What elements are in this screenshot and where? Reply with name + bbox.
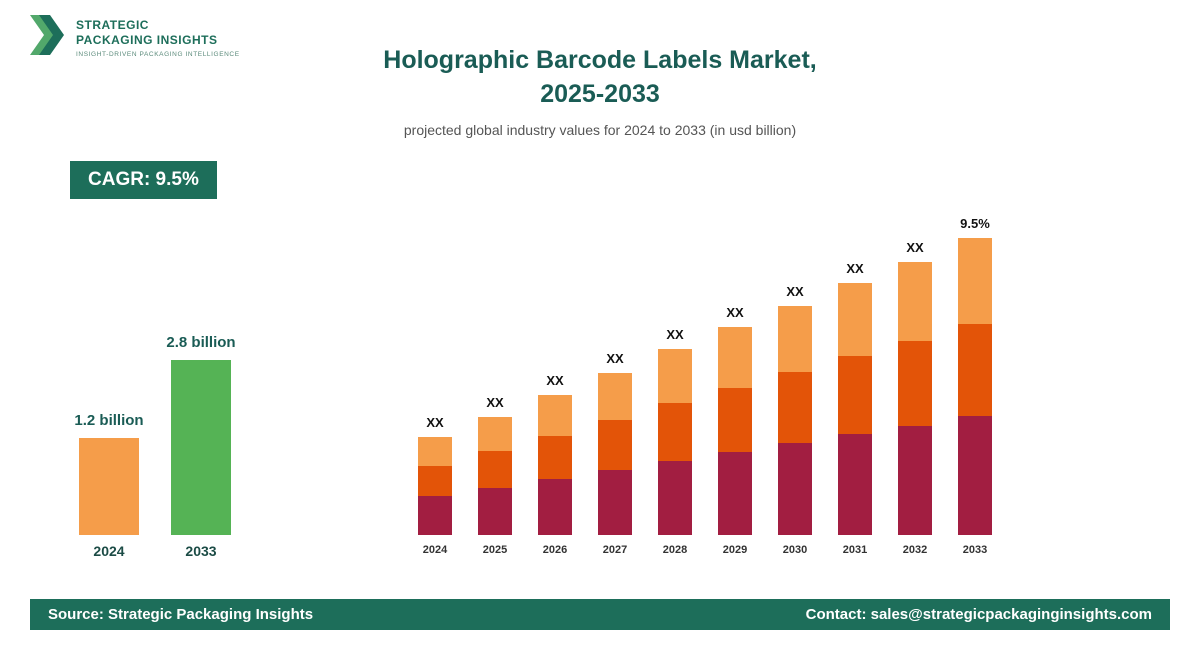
segment-bottom	[718, 452, 752, 535]
comparison-bar-chart: 1.2 billion 2024 2.8 billion 2033	[74, 320, 235, 559]
segment-middle	[778, 372, 812, 443]
segment-bottom	[838, 434, 872, 535]
bar-year-label: 2033	[962, 544, 988, 556]
bar-year-label: 2028	[662, 544, 688, 556]
bar-year-label: 2026	[542, 544, 568, 556]
bar-top-label: XX	[486, 395, 504, 410]
segment-top	[658, 349, 692, 403]
stacked-bar	[718, 327, 752, 535]
stacked-bar	[658, 349, 692, 535]
segment-top	[598, 373, 632, 420]
segment-top	[538, 395, 572, 436]
page-title-line2: 2025-2033	[540, 79, 660, 108]
page-title-line1: Holographic Barcode Labels Market,	[383, 46, 817, 74]
segment-middle	[898, 341, 932, 426]
chart-title-block: Holographic Barcode Labels Market, 2025-…	[250, 44, 950, 138]
stacked-bar	[778, 306, 812, 535]
bar-year-label: 2027	[602, 544, 628, 556]
page-subtitle: projected global industry values for 202…	[403, 121, 797, 138]
stacked-bar-column: XX 2029	[705, 205, 765, 556]
brand-text: STRATEGIC PACKAGING INSIGHTS INSIGHT-DRI…	[76, 18, 240, 58]
bar-year-label: 2031	[842, 544, 868, 556]
stacked-bar	[598, 373, 632, 535]
footer-contact: Contact: sales@strategicpackaginginsight…	[805, 606, 1152, 623]
bar-year-label: 2032	[902, 544, 928, 556]
segment-top	[898, 262, 932, 341]
segment-middle	[478, 451, 512, 488]
segment-top	[478, 417, 512, 451]
stacked-bar	[958, 238, 992, 535]
mini-bar-column: 2.8 billion 2033	[166, 320, 235, 559]
segment-top	[778, 306, 812, 372]
segment-middle	[538, 436, 572, 479]
stacked-bar	[898, 262, 932, 535]
cagr-badge: CAGR: 9.5%	[70, 161, 217, 199]
stacked-bar-column: XX 2030	[765, 205, 825, 556]
bar-year-label: 2029	[722, 544, 748, 556]
segment-top	[958, 238, 992, 324]
segment-middle	[658, 403, 692, 461]
stacked-bar-column: XX 2032	[885, 205, 945, 556]
stacked-bar-column: XX 2026	[525, 205, 585, 556]
bar-top-label: XX	[846, 261, 864, 276]
mini-bar-year-label: 2033	[185, 543, 217, 559]
stacked-bar	[418, 437, 452, 535]
stacked-bar	[538, 395, 572, 535]
bar-top-label: XX	[726, 305, 744, 320]
mini-bar-value-label: 2.8 billion	[166, 334, 236, 351]
stacked-bar-column: XX 2027	[585, 205, 645, 556]
segment-bottom	[958, 416, 992, 535]
bar-year-label: 2024	[422, 544, 448, 556]
stacked-bar-column: 9.5% 2033	[945, 205, 1005, 556]
mini-bar-value-label: 1.2 billion	[74, 412, 144, 429]
stacked-bar-column: XX 2024	[405, 205, 465, 556]
stacked-bar-column: XX 2025	[465, 205, 525, 556]
bar-top-label: XX	[546, 373, 564, 388]
bar-top-label: XX	[666, 327, 684, 342]
segment-bottom	[598, 470, 632, 535]
brand-name-line1: STRATEGIC	[76, 17, 149, 32]
bar-year-label: 2025	[482, 544, 508, 556]
segment-bottom	[658, 461, 692, 535]
stacked-bar	[478, 417, 512, 535]
segment-top	[838, 283, 872, 356]
bar-top-label: 9.5%	[960, 216, 990, 231]
footer-source: Source: Strategic Packaging Insights	[48, 606, 314, 623]
segment-bottom	[538, 479, 572, 535]
mini-bar-column: 1.2 billion 2024	[74, 320, 143, 559]
mini-bar	[171, 360, 231, 535]
segment-middle	[718, 388, 752, 452]
segment-bottom	[478, 488, 512, 535]
bar-top-label: XX	[906, 240, 924, 255]
bar-top-label: XX	[606, 351, 624, 366]
segment-top	[418, 437, 452, 466]
segment-middle	[598, 420, 632, 470]
footer-bar: Source: Strategic Packaging Insights Con…	[30, 599, 1170, 630]
segment-bottom	[418, 496, 452, 535]
mini-bar	[79, 438, 139, 535]
mini-bar-year-label: 2024	[93, 543, 125, 559]
stacked-bar-chart: XX 2024 XX 2025 XX 2026 XX 2027 XX 2028 XX 2029 XX 20…	[405, 205, 1005, 556]
segment-bottom	[778, 443, 812, 535]
segment-bottom	[898, 426, 932, 535]
stacked-bar-column: XX 2028	[645, 205, 705, 556]
bar-top-label: XX	[426, 415, 444, 430]
stacked-bar-column: XX 2031	[825, 205, 885, 556]
segment-middle	[958, 324, 992, 416]
bar-year-label: 2030	[782, 544, 808, 556]
brand-tagline: INSIGHT-DRIVEN PACKAGING INTELLIGENCE	[76, 50, 240, 58]
brand-name-line2: PACKAGING INSIGHTS	[76, 32, 218, 47]
stacked-bar	[838, 283, 872, 535]
segment-middle	[418, 466, 452, 496]
chevrons-icon	[30, 12, 68, 63]
bar-top-label: XX	[786, 284, 804, 299]
brand-logo: STRATEGIC PACKAGING INSIGHTS INSIGHT-DRI…	[30, 12, 240, 63]
segment-top	[718, 327, 752, 388]
segment-middle	[838, 356, 872, 434]
